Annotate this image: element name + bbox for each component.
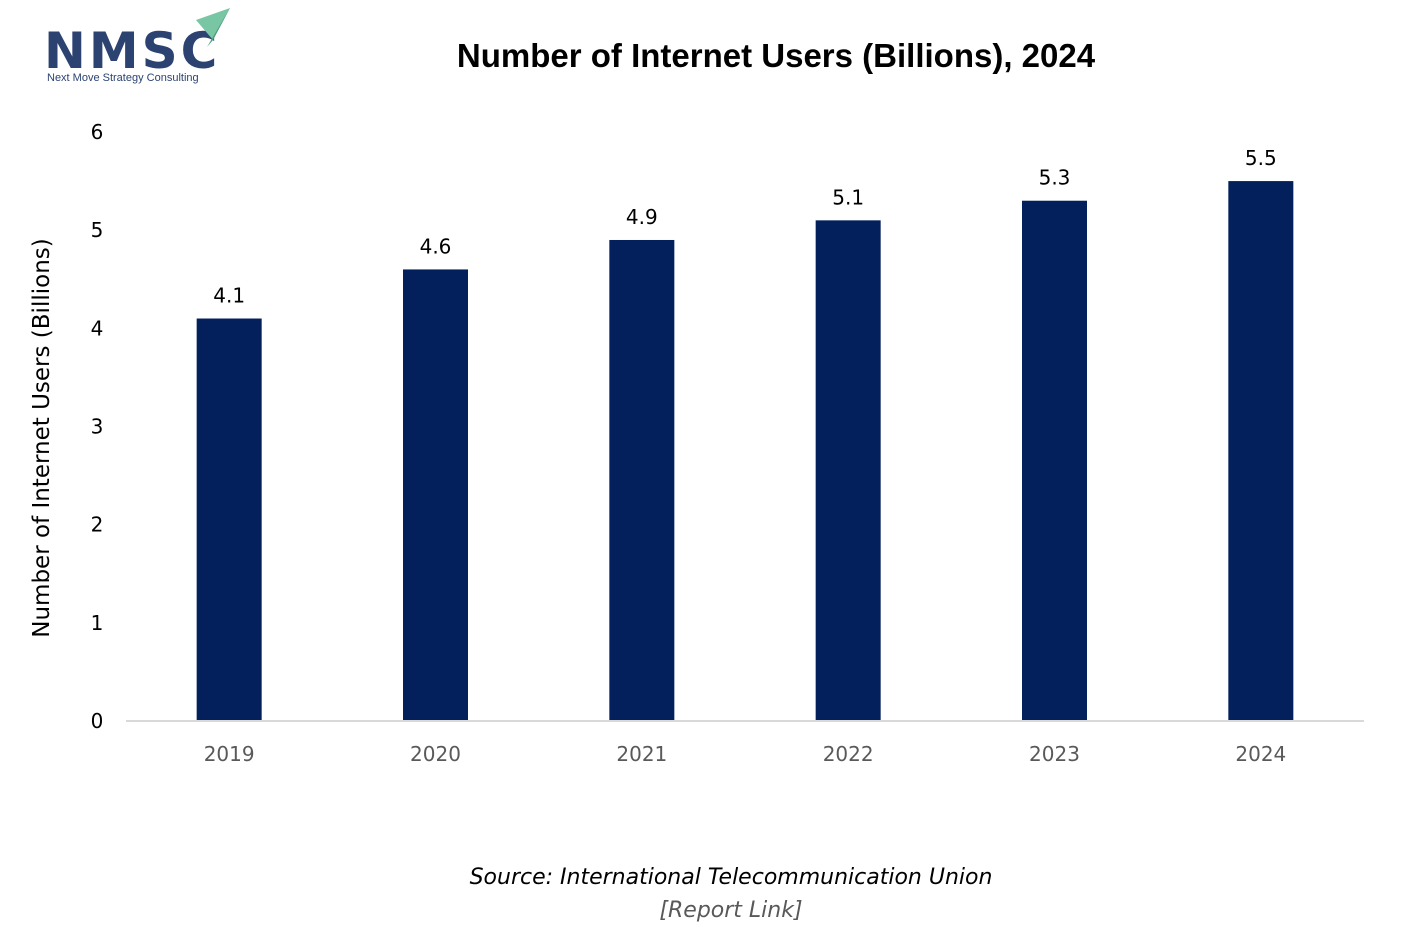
data-labels: 4.1 4.6 4.9 5.1 5.3 5.5 [213, 146, 1276, 307]
data-label: 5.5 [1245, 146, 1277, 170]
x-tick-label: 2019 [204, 742, 255, 766]
x-axis-ticks: 2019 2020 2021 2022 2023 2024 [204, 742, 1287, 766]
x-tick-label: 2020 [410, 742, 461, 766]
y-axis-label: Number of Internet Users (Billions) [29, 238, 55, 637]
y-tick-label: 4 [91, 316, 104, 340]
bar-2020 [403, 269, 468, 721]
source-text: Source: International Telecommunication … [470, 865, 993, 890]
y-tick-label: 0 [91, 709, 104, 733]
logo-tagline: Next Move Strategy Consulting [47, 72, 199, 84]
data-label: 5.3 [1039, 166, 1071, 190]
bar-2022 [815, 220, 881, 721]
y-tick-label: 1 [91, 611, 104, 635]
data-label: 4.1 [213, 284, 245, 308]
paper-plane-icon [196, 8, 230, 47]
x-tick-label: 2024 [1235, 742, 1286, 766]
y-tick-label: 5 [91, 218, 104, 242]
y-tick-label: 2 [91, 513, 104, 537]
bar-2021 [609, 239, 675, 721]
x-tick-label: 2023 [1029, 742, 1080, 766]
data-label: 4.6 [420, 234, 452, 258]
bar-2023 [1022, 200, 1087, 721]
data-label: 4.9 [626, 205, 658, 229]
chart-title: Number of Internet Users (Billions), 202… [457, 37, 1096, 74]
logo: NMSC Next Move Strategy Consulting [44, 8, 230, 84]
data-label: 5.1 [832, 185, 864, 209]
bar-2024 [1228, 181, 1294, 722]
logo-letters: NMSC [44, 22, 220, 80]
bar-2019 [196, 318, 262, 721]
bars [196, 181, 1294, 722]
x-tick-label: 2022 [823, 742, 874, 766]
y-tick-label: 6 [91, 120, 104, 144]
x-tick-label: 2021 [616, 742, 667, 766]
y-axis-ticks: 0 1 2 3 4 5 6 [91, 120, 104, 733]
y-tick-label: 3 [91, 415, 104, 439]
report-link[interactable]: [Report Link] [659, 898, 802, 923]
